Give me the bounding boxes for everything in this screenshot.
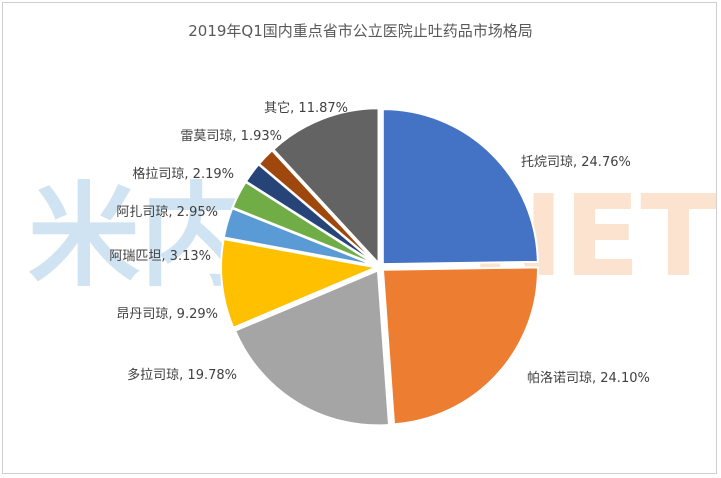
slice-label-4: 阿瑞匹坦, 3.13%: [109, 249, 211, 264]
slice-label-0: 托烷司琼, 24.76%: [521, 155, 631, 170]
watermark-left: 米内: [28, 172, 252, 302]
slice-labels: 托烷司琼, 24.76% 帕洛诺司琼, 24.10% 多拉司琼, 19.78% 昂丹司…: [109, 100, 649, 386]
pie-slice-3: [220, 237, 380, 330]
slice-label-7: 雷莫司琼, 1.93%: [180, 129, 282, 144]
pie-slice-2: [233, 268, 391, 427]
pie-slices: [220, 107, 539, 427]
pie-slice-7: [257, 148, 378, 265]
pie-slice-1: [381, 266, 539, 426]
chart-title: 2019年Q1国内重点省市公立医院止吐药品市场格局: [188, 22, 533, 40]
slice-label-3: 昂丹司琼, 9.29%: [116, 307, 218, 322]
slice-label-5: 阿扎司琼, 2.95%: [116, 205, 218, 220]
slice-label-6: 格拉司琼, 2.19%: [132, 166, 234, 182]
pie-slice-8: [271, 107, 380, 266]
slice-label-8: 其它, 11.87%: [264, 100, 348, 116]
slice-label-1: 帕洛诺司琼, 24.10%: [527, 371, 650, 386]
slice-label-2: 多拉司琼, 19.78%: [127, 367, 237, 383]
pie-slice-0: [381, 108, 539, 266]
